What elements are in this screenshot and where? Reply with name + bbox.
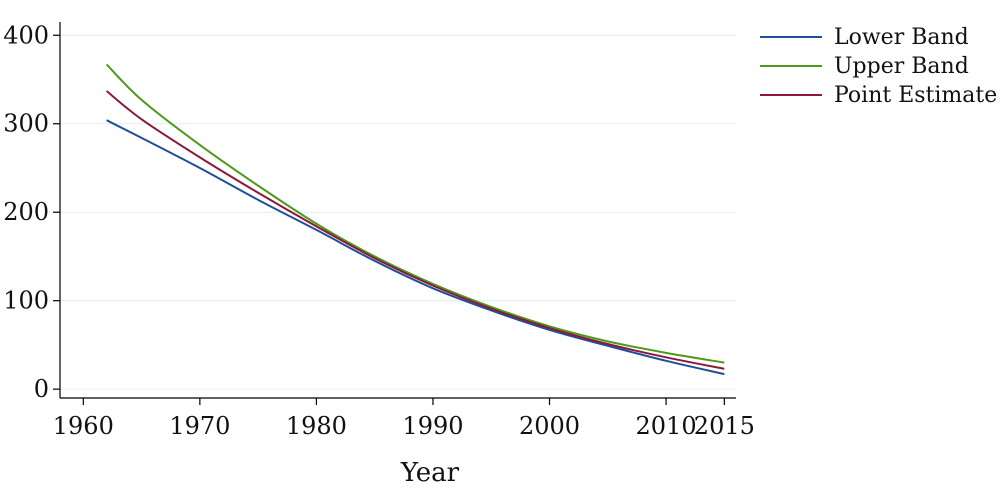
- x-tick-label-1960: 1960: [53, 412, 114, 440]
- legend-label-point-estimate: Point Estimate: [834, 83, 997, 108]
- x-tick-label-1990: 1990: [402, 412, 463, 440]
- grid-lines: [60, 34, 736, 390]
- legend-label-upper-band: Upper Band: [834, 54, 969, 79]
- x-tick-label-2010: 2010: [636, 412, 697, 440]
- legend: Lower Band Upper Band Point Estimate: [760, 25, 997, 108]
- y-tick-label-300: 300: [3, 110, 49, 138]
- x-axis-title: Year: [400, 458, 460, 488]
- x-tick-label-2000: 2000: [519, 412, 580, 440]
- series-line-lower-band: [106, 119, 725, 376]
- axes: 0 100 200 300 400 1960 1970 1980 1990 2000 2010201…: [3, 21, 755, 440]
- x-tick-label-2015: 2015: [694, 412, 755, 440]
- y-tick-label-400: 400: [3, 21, 49, 49]
- x-tick-label-1980: 1980: [286, 412, 347, 440]
- legend-label-lower-band: Lower Band: [834, 25, 969, 50]
- y-tick-label-200: 200: [3, 198, 49, 226]
- x-tick-label-1970: 1970: [169, 412, 230, 440]
- y-tick-label-100: 100: [3, 287, 49, 315]
- series-line-upper-band: [105, 63, 725, 364]
- series-lines: [105, 63, 725, 376]
- series-line-point-estimate: [105, 90, 725, 370]
- y-tick-label-0: 0: [34, 375, 49, 403]
